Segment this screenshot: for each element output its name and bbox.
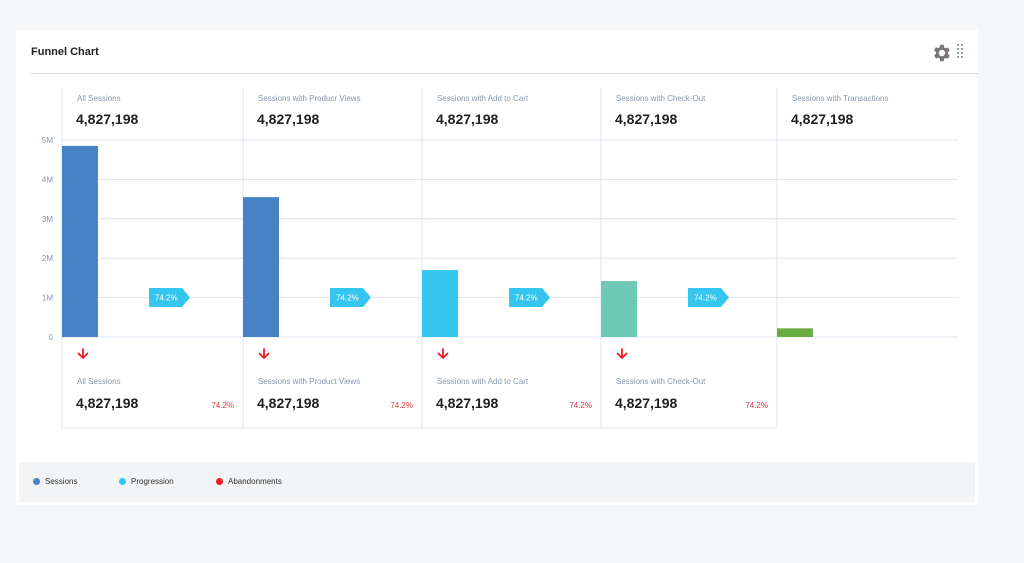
progression-tag <box>509 288 550 307</box>
legend-label: Abandonments <box>228 477 282 486</box>
y-tick-label: 4M <box>42 175 53 184</box>
abandonment-label: Sessions with Add to Cart <box>437 377 529 386</box>
abandonment-value: 4,827,198 <box>615 395 677 411</box>
stage-label: All Sessions <box>77 94 121 103</box>
stage-label: Sessions with Producr Views <box>258 94 361 103</box>
session-bar <box>777 328 813 337</box>
y-tick-label: 5M <box>42 136 53 145</box>
stage-value: 4,827,198 <box>615 111 677 127</box>
y-tick-label: 1M <box>42 294 53 303</box>
stage-label: Sessions with Transactions <box>792 94 889 103</box>
y-tick-label: 3M <box>42 215 53 224</box>
abandonment-value: 4,827,198 <box>436 395 498 411</box>
session-bar <box>243 197 279 337</box>
abandonment-value: 4,827,198 <box>257 395 319 411</box>
legend-item-progression[interactable]: Progression <box>119 477 174 486</box>
y-tick-label: 0 <box>49 333 54 342</box>
gear-icon[interactable] <box>930 42 952 64</box>
legend: Sessions Progression Abandonments <box>19 462 975 502</box>
progression-tag <box>330 288 371 307</box>
stage-label: Sessions with Check-Out <box>616 94 706 103</box>
legend-item-sessions[interactable]: Sessions <box>33 477 77 486</box>
session-bar <box>422 270 458 337</box>
card-title: Funnel Chart <box>31 46 99 58</box>
progression-label: 74.2% <box>515 294 538 303</box>
stage-label: Sessions with Add to Cart <box>437 94 529 103</box>
abandonment-label: All Sessions <box>77 377 121 386</box>
legend-item-abandonments[interactable]: Abandonments <box>216 477 282 486</box>
legend-label: Sessions <box>45 477 78 486</box>
legend-dot-abandonments <box>216 478 223 485</box>
stage-value: 4,827,198 <box>76 111 138 127</box>
header-divider <box>31 73 978 74</box>
arrow-down-icon <box>437 348 449 359</box>
stage-value: 4,827,198 <box>257 111 319 127</box>
arrow-down-icon <box>77 348 89 359</box>
y-tick-label: 2M <box>42 254 53 263</box>
session-bar <box>601 281 637 337</box>
abandonment-label: Sessions with Check-Out <box>616 377 706 386</box>
stage-value: 4,827,198 <box>791 111 853 127</box>
progression-label: 74.2% <box>694 294 717 303</box>
legend-dot-progression <box>119 478 126 485</box>
abandonment-value: 4,827,198 <box>76 395 138 411</box>
abandonment-pct: 74.2% <box>390 401 413 410</box>
abandonment-pct: 74.2% <box>569 401 592 410</box>
abandonment-label: Sessions with Product Views <box>258 377 360 386</box>
session-bar <box>62 145 98 337</box>
arrow-down-icon <box>258 348 270 359</box>
progression-label: 74.2% <box>155 294 178 303</box>
legend-dot-sessions <box>33 478 40 485</box>
legend-label: Progression <box>131 477 174 486</box>
progression-tag <box>149 288 190 307</box>
progression-tag <box>688 288 729 307</box>
drag-handle-icon[interactable] <box>957 44 965 60</box>
progression-label: 74.2% <box>336 294 359 303</box>
arrow-down-icon <box>616 348 628 359</box>
stage-value: 4,827,198 <box>436 111 498 127</box>
abandonment-pct: 74.2% <box>211 401 234 410</box>
abandonment-pct: 74.2% <box>745 401 768 410</box>
funnel-chart-card: Funnel Chart <box>16 30 978 505</box>
